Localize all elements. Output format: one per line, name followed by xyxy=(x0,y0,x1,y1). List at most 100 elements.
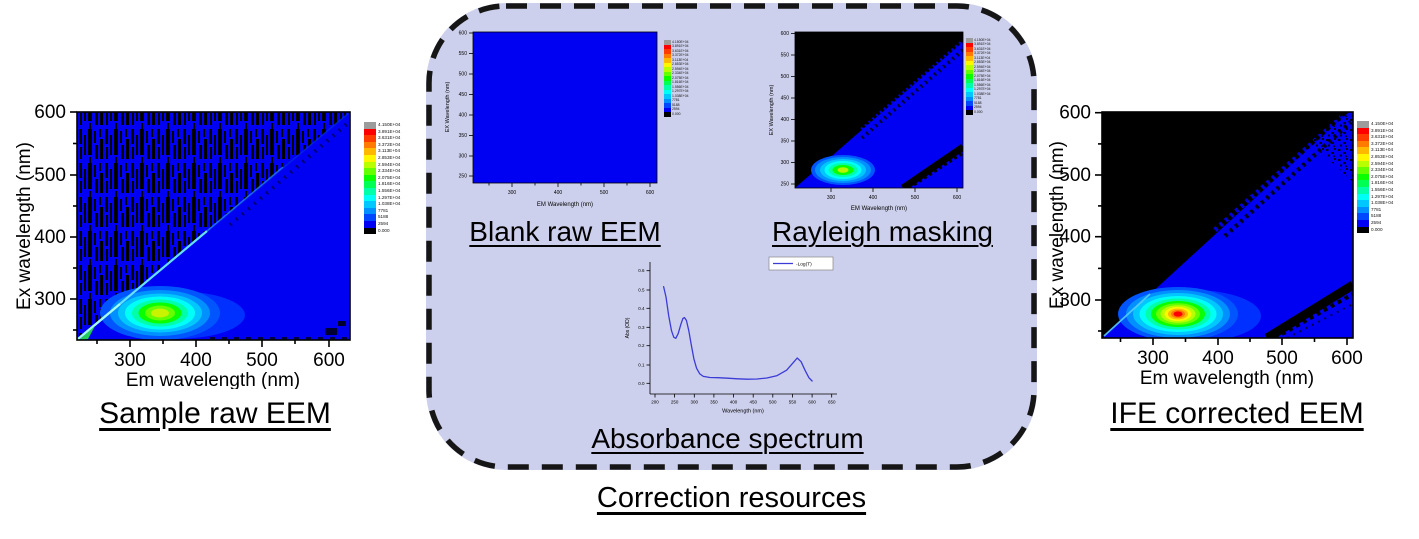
absorbance-tick-labels: 0.6 0.5 0.4 0.3 0.2 0.1 0.0 200 250 300 … xyxy=(638,268,836,404)
colorbar-value: 2594 xyxy=(1371,219,1382,225)
svg-text:0.6: 0.6 xyxy=(638,268,645,273)
colorbar-level: 7781 xyxy=(664,98,689,103)
svg-text:400: 400 xyxy=(554,190,563,196)
colorbar-value: 1.556E+04 xyxy=(378,187,401,193)
svg-text:500: 500 xyxy=(459,72,468,78)
colorbar-level: 2594 xyxy=(966,105,991,110)
blank-eem-ticks xyxy=(469,32,651,187)
colorbar-value: 1.297E+04 xyxy=(974,87,991,92)
colorbar-swatch xyxy=(364,154,376,162)
colorbar-swatch xyxy=(664,85,671,90)
colorbar-swatch xyxy=(664,40,671,45)
colorbar-level: 1.297E+04 xyxy=(966,87,991,92)
ife-eem-plot: 600 500 400 300 300 400 500 600 Em wavel… xyxy=(1047,103,1363,388)
svg-text:0.0: 0.0 xyxy=(638,381,645,386)
colorbar-value: 1.816E+04 xyxy=(974,78,991,83)
colorbar-swatch xyxy=(966,47,973,52)
absorbance-legend: -Log(T) xyxy=(768,256,834,271)
svg-text:300: 300 xyxy=(781,160,790,166)
colorbar-swatch xyxy=(966,96,973,101)
absorbance-axes xyxy=(646,262,837,398)
colorbar-swatch xyxy=(664,107,671,112)
caption-correction-resources: Correction resources xyxy=(596,482,867,514)
svg-text:500: 500 xyxy=(1266,348,1298,369)
ife-eem-frame xyxy=(1101,111,1354,339)
svg-text:400: 400 xyxy=(34,227,66,248)
svg-text:350: 350 xyxy=(710,400,718,405)
colorbar-level: 2.334E+04 xyxy=(966,69,991,74)
colorbar-swatch xyxy=(966,38,973,43)
colorbar-level: 0.000 xyxy=(664,112,689,117)
colorbar-level: 3.631E+04 xyxy=(1357,134,1393,141)
absorbance-xlabel: Wavelength (nm) xyxy=(722,409,764,415)
svg-text:650: 650 xyxy=(828,400,836,405)
colorbar-value: 3.891E+04 xyxy=(378,128,401,134)
colorbar-value: 2.075E+04 xyxy=(974,73,991,78)
colorbar-swatch xyxy=(664,80,671,85)
rayleigh-eem-tick-labels: 600 550 500 450 400 350 300 250 300 400 … xyxy=(781,31,962,201)
colorbar-level: 2594 xyxy=(1357,219,1393,227)
colorbar-level: 3.113E+04 xyxy=(664,58,689,63)
colorbar-swatch xyxy=(664,89,671,94)
colorbar-level: 0.000 xyxy=(966,110,991,115)
colorbar-level: 2.075E+04 xyxy=(664,76,689,81)
blank-eem-plot: 600 550 500 450 400 350 300 250 300 400 … xyxy=(445,31,658,208)
colorbar-value: 3.631E+04 xyxy=(974,46,991,51)
colorbar-value: 1.556E+04 xyxy=(974,82,991,87)
colorbar-value: 2.594E+04 xyxy=(1371,160,1394,166)
colorbar-value: 2.853E+04 xyxy=(672,62,689,67)
colorbar-value: 1.556E+04 xyxy=(672,84,689,89)
colorbar-value: 2.853E+04 xyxy=(1371,153,1394,159)
colorbar-level: 2.853E+04 xyxy=(364,154,400,162)
colorbar-level: 3.113E+04 xyxy=(1357,147,1393,154)
colorbar-swatch xyxy=(364,201,376,208)
svg-text:250: 250 xyxy=(781,182,790,188)
colorbar-value: 5188 xyxy=(1371,213,1382,219)
colorbar-value: 2.594E+04 xyxy=(672,66,689,71)
colorbar-swatch xyxy=(364,207,376,215)
sample-eem-heatmap xyxy=(77,112,350,340)
colorbar-swatch xyxy=(966,51,973,56)
svg-text:200: 200 xyxy=(651,400,659,405)
colorbar-swatch xyxy=(966,60,973,65)
colorbar-level: 7781 xyxy=(1357,206,1393,214)
ife-eem-ylabel: Ex wavelength (nm) xyxy=(1047,141,1068,309)
svg-text:450: 450 xyxy=(781,96,790,102)
sample-eem-ticks xyxy=(70,111,330,347)
colorbar-swatch xyxy=(1357,206,1369,214)
colorbar-value: 3.891E+04 xyxy=(1371,127,1394,133)
colorbar-value: 3.113E+04 xyxy=(1371,147,1394,153)
colorbar-swatch xyxy=(1357,121,1369,128)
colorbar-swatch xyxy=(364,194,376,202)
colorbar-swatch xyxy=(364,148,376,155)
sample-eem-tick-labels: 600 500 400 300 300 400 500 600 xyxy=(34,102,345,371)
colorbar-value: 2.594E+04 xyxy=(974,64,991,69)
svg-text:0.4: 0.4 xyxy=(638,306,645,311)
colorbar-level: 4.150E+04 xyxy=(1357,121,1393,128)
colorbar-value: 0.000 xyxy=(378,227,390,233)
colorbar-swatch xyxy=(1357,180,1369,187)
colorbar-swatch xyxy=(1357,226,1369,234)
svg-text:450: 450 xyxy=(459,92,468,98)
caption-sample-raw-eem: Sample raw EEM xyxy=(99,397,331,430)
svg-text:600: 600 xyxy=(1059,103,1091,124)
colorbar-swatch xyxy=(364,161,376,169)
colorbar-level: 5188 xyxy=(664,103,689,108)
svg-text:600: 600 xyxy=(313,350,345,371)
caption-rayleigh-masking: Rayleigh masking xyxy=(772,216,993,247)
colorbar-level: 2594 xyxy=(364,220,400,228)
colorbar-value: 0.000 xyxy=(1371,226,1383,232)
colorbar-swatch xyxy=(364,187,376,195)
svg-text:0.3: 0.3 xyxy=(638,325,645,330)
colorbar-swatch xyxy=(664,112,671,117)
svg-text:600: 600 xyxy=(781,31,790,37)
svg-text:600: 600 xyxy=(34,102,66,123)
colorbar-level: 2.334E+04 xyxy=(364,168,400,175)
colorbar-swatch xyxy=(1357,213,1369,220)
colorbar-swatch xyxy=(966,74,973,79)
colorbar-level: 1.038E+04 xyxy=(1357,200,1393,207)
colorbar-value: 3.113E+04 xyxy=(378,148,401,154)
colorbar-level: 1.297E+04 xyxy=(364,194,400,202)
colorbar-value: 3.631E+04 xyxy=(1371,134,1394,140)
svg-text:250: 250 xyxy=(671,400,679,405)
